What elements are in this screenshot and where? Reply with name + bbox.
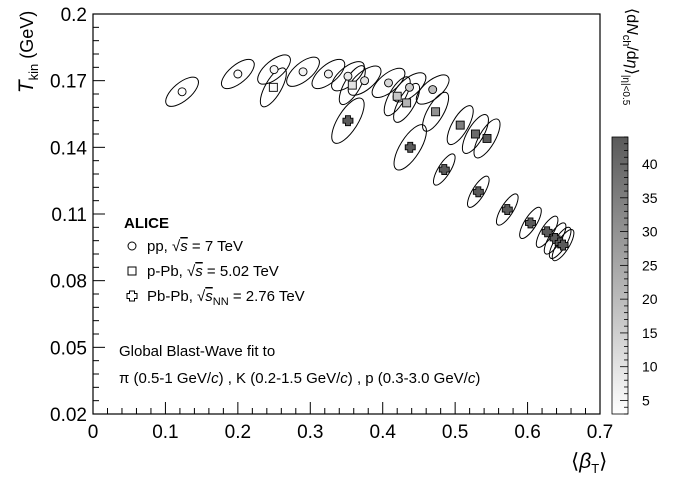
y-tick-label: 0.2 [61,5,87,26]
colorbar [611,136,629,415]
error-ellipse [422,91,450,132]
x-tick-label: 0.2 [225,422,251,443]
error-ellipse [393,124,427,171]
error-ellipse [331,97,365,144]
data-points [165,54,575,262]
y-tick-label: 0.17 [50,72,87,93]
annotation-line1: Global Blast-Wave fit to [119,343,275,360]
error-ellipse [347,65,382,96]
pbpb-data-point [404,141,416,153]
pp-data-point [233,69,243,79]
pbpb-data-point [472,186,484,198]
colorbar-ticks: 5 10 15 20 25 30 35 40 [620,136,658,415]
error-ellipse [467,175,490,208]
error-ellipse [495,193,519,226]
error-ellipse [371,67,406,98]
x-tick-label: 0.1 [152,422,178,443]
pp-data-point [269,65,279,75]
error-ellipse [338,65,366,106]
x-tick-label: 0.5 [442,422,468,443]
pp-data-point [343,71,353,81]
colorbar-tick-label: 20 [642,291,658,307]
pp-data-point [384,78,393,88]
x-tick-label: 0.3 [297,422,323,443]
ppb-data-point [402,98,412,108]
error-ellipse [473,118,501,159]
pbpb-data-point [438,164,450,176]
y-axis-ticks: 0.02 0.05 0.08 0.11 0.14 0.17 0.2 [50,5,105,426]
ppb-data-point [268,82,278,92]
colorbar-tick-label: 15 [642,325,658,341]
annotation-line2: π (0.5-1 GeV/c) , K (0.2-1.5 GeV/c) , p … [119,370,480,387]
pp-data-point [405,82,414,92]
pbpb-data-point [342,115,354,127]
legend-square-marker [127,266,137,276]
error-ellipse [259,67,287,108]
x-axis-ticks: 0 0.1 0.2 0.3 0.4 0.5 0.6 0.7 [88,402,613,443]
pbpb-data-point [501,204,513,216]
pp-data-point [323,69,333,79]
legend-title: ALICE [124,215,169,232]
x-tick-label: 0 [88,422,99,443]
ppb-data-point [392,91,402,101]
pbpb-data-point [541,226,553,238]
colorbar-tick-label: 5 [642,392,650,408]
legend-circle-marker [127,241,137,251]
legend-entry-pbpb: Pb-Pb, √sNN = 2.76 TeV [147,288,305,308]
error-ellipse [461,114,489,154]
colorbar-tick-label: 10 [642,359,658,375]
error-ellipse [286,56,320,87]
legend-entry-ppb: p-Pb, √s = 5.02 TeV [147,263,279,280]
legend-entry-pp: pp, √s = 7 TeV [147,238,243,255]
y-tick-label: 0.02 [50,405,87,426]
ppb-data-point [482,133,492,143]
y-tick-label: 0.14 [50,138,87,159]
x-tick-label: 0.6 [514,422,540,443]
y-tick-label: 0.08 [50,272,87,293]
error-ellipse [165,76,199,107]
y-tick-label: 0.11 [51,205,87,226]
error-ellipse [519,206,542,239]
colorbar-tick-label: 30 [642,224,658,240]
pp-data-point [298,67,308,77]
error-ellipse [432,153,456,186]
ppb-data-point [455,120,465,130]
colorbar-title: ⟨dNch/dη⟩|η|<0.5 [620,8,640,106]
pbpb-data-point [525,217,536,229]
legend-cross-marker [126,290,138,302]
y-axis-title: Tkin (GeV) [15,11,41,93]
legend: ALICE pp, √s = 7 TeV p-Pb, √s = 5.02 TeV… [124,215,305,308]
colorbar-tick-label: 35 [642,190,658,206]
error-ellipse [257,54,291,85]
colorbar-tick-label: 25 [642,257,658,273]
pp-data-point [428,85,438,95]
error-ellipse [446,105,474,146]
error-ellipse [415,74,450,105]
x-axis-title: ⟨βT⟩ [571,450,607,476]
x-tick-label: 0.7 [587,422,613,443]
ppb-data-point [431,107,441,117]
error-ellipse [311,58,346,90]
pp-data-point [177,87,187,97]
pp-data-point [360,76,370,86]
error-ellipse [220,58,255,90]
x-tick-label: 0.4 [370,422,397,443]
ppb-data-point [347,80,357,90]
y-tick-label: 0.05 [50,338,87,359]
pbpb-data-point [557,239,569,251]
ppb-data-point [470,129,480,139]
colorbar-tick-label: 40 [642,156,658,172]
